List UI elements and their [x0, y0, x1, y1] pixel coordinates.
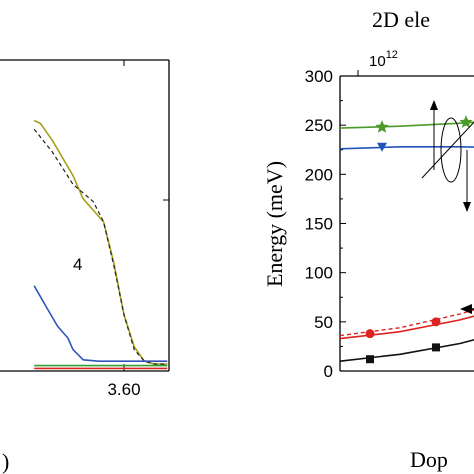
right-panel: 2D ele 1012 0 50 100 150 200 250 300 Energy (m… [262, 7, 474, 472]
right-series-group [339, 115, 474, 364]
marker-circle-1 [431, 317, 441, 327]
left-series-line-2 [33, 285, 168, 362]
marker-star-1 [459, 115, 473, 128]
right-y-tick-label-100: 100 [305, 264, 333, 283]
marker-square-1 [432, 343, 440, 352]
curve-label-4: 4 [73, 255, 82, 274]
top-axis-label-base: 10 [369, 53, 386, 70]
marker-square-0 [366, 355, 374, 364]
doping-arrow-head [460, 304, 472, 314]
left-series-group [33, 119, 168, 370]
marker-star-0 [375, 120, 389, 133]
inset-diagonal [421, 121, 474, 179]
left-x-axis-label: ) [2, 449, 9, 474]
left-series-line-0 [33, 119, 168, 365]
right-y-tick-label-200: 200 [305, 165, 333, 184]
right-y-tick-label-250: 250 [305, 116, 333, 135]
marker-triangle-0 [377, 142, 387, 152]
right-y-tick-label-150: 150 [305, 215, 333, 234]
inset-annotation [421, 100, 474, 212]
right-fit-line-square [339, 338, 474, 362]
left-x-tick-label: 3.60 [107, 380, 140, 399]
right-y-tick-label-50: 50 [314, 313, 333, 332]
left-panel: 4 3.60 ) [0, 59, 170, 474]
inset-arrow-down-head [463, 202, 471, 212]
right-y-tick-label-0: 0 [324, 362, 333, 381]
top-axis-label: 1012 [369, 49, 398, 70]
top-axis-label-exp: 12 [386, 49, 398, 61]
right-x-axis-label: Dop [410, 447, 448, 472]
inset-arrow-up-head [430, 100, 438, 110]
right-y-ticks: 0 50 100 150 200 250 300 [305, 67, 346, 381]
right-y-axis-label: Energy (meV) [262, 161, 287, 287]
left-series-line-1 [33, 128, 168, 365]
right-fit-line-triangle-down [339, 146, 474, 150]
right-top-title: 2D ele [372, 7, 430, 32]
doping-arrow [460, 304, 474, 314]
right-y-tick-label-300: 300 [305, 67, 333, 86]
inset-ellipse [440, 117, 462, 183]
marker-circle-0 [365, 329, 375, 339]
right-fit-line-circle [339, 315, 474, 340]
right-fit-line-star [339, 121, 474, 129]
